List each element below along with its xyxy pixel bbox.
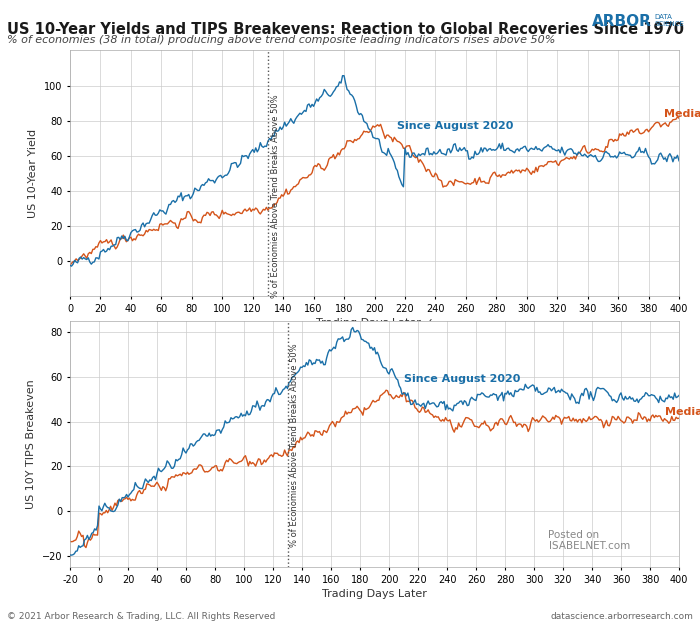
Text: Since August 2020: Since August 2020 [398, 122, 514, 132]
Text: © 2021 Arbor Research & Trading, LLC. All Rights Reserved: © 2021 Arbor Research & Trading, LLC. Al… [7, 612, 275, 621]
Text: Median: Median [664, 109, 700, 119]
Text: datascience.arborresearch.com: datascience.arborresearch.com [550, 612, 693, 621]
Text: ARBOR: ARBOR [592, 14, 652, 29]
Text: Median: Median [664, 407, 700, 417]
Text: DATA
SCIENCE: DATA SCIENCE [654, 14, 685, 27]
Y-axis label: US 10Y TIPS Breakeven: US 10Y TIPS Breakeven [27, 379, 36, 509]
Text: Posted on
ISABELNET.com: Posted on ISABELNET.com [549, 530, 630, 551]
Text: % of economies (38 in total) producing above trend composite leading indicators : % of economies (38 in total) producing a… [7, 35, 555, 45]
Y-axis label: US 10-Year Yield: US 10-Year Yield [29, 129, 38, 218]
Text: % of Economies Above Trend Breaks Above 50%: % of Economies Above Trend Breaks Above … [271, 94, 280, 298]
Text: Since August 2020: Since August 2020 [403, 374, 520, 384]
Text: US 10-Year Yields and TIPS Breakevens: Reaction to Global Recoveries Since 1970: US 10-Year Yields and TIPS Breakevens: R… [7, 22, 684, 37]
Text: % of Economies Above Trend Breaks Above 50%: % of Economies Above Trend Breaks Above … [290, 343, 300, 547]
X-axis label: Trading Days Later ✓: Trading Days Later ✓ [316, 318, 433, 328]
X-axis label: Trading Days Later: Trading Days Later [322, 589, 427, 598]
